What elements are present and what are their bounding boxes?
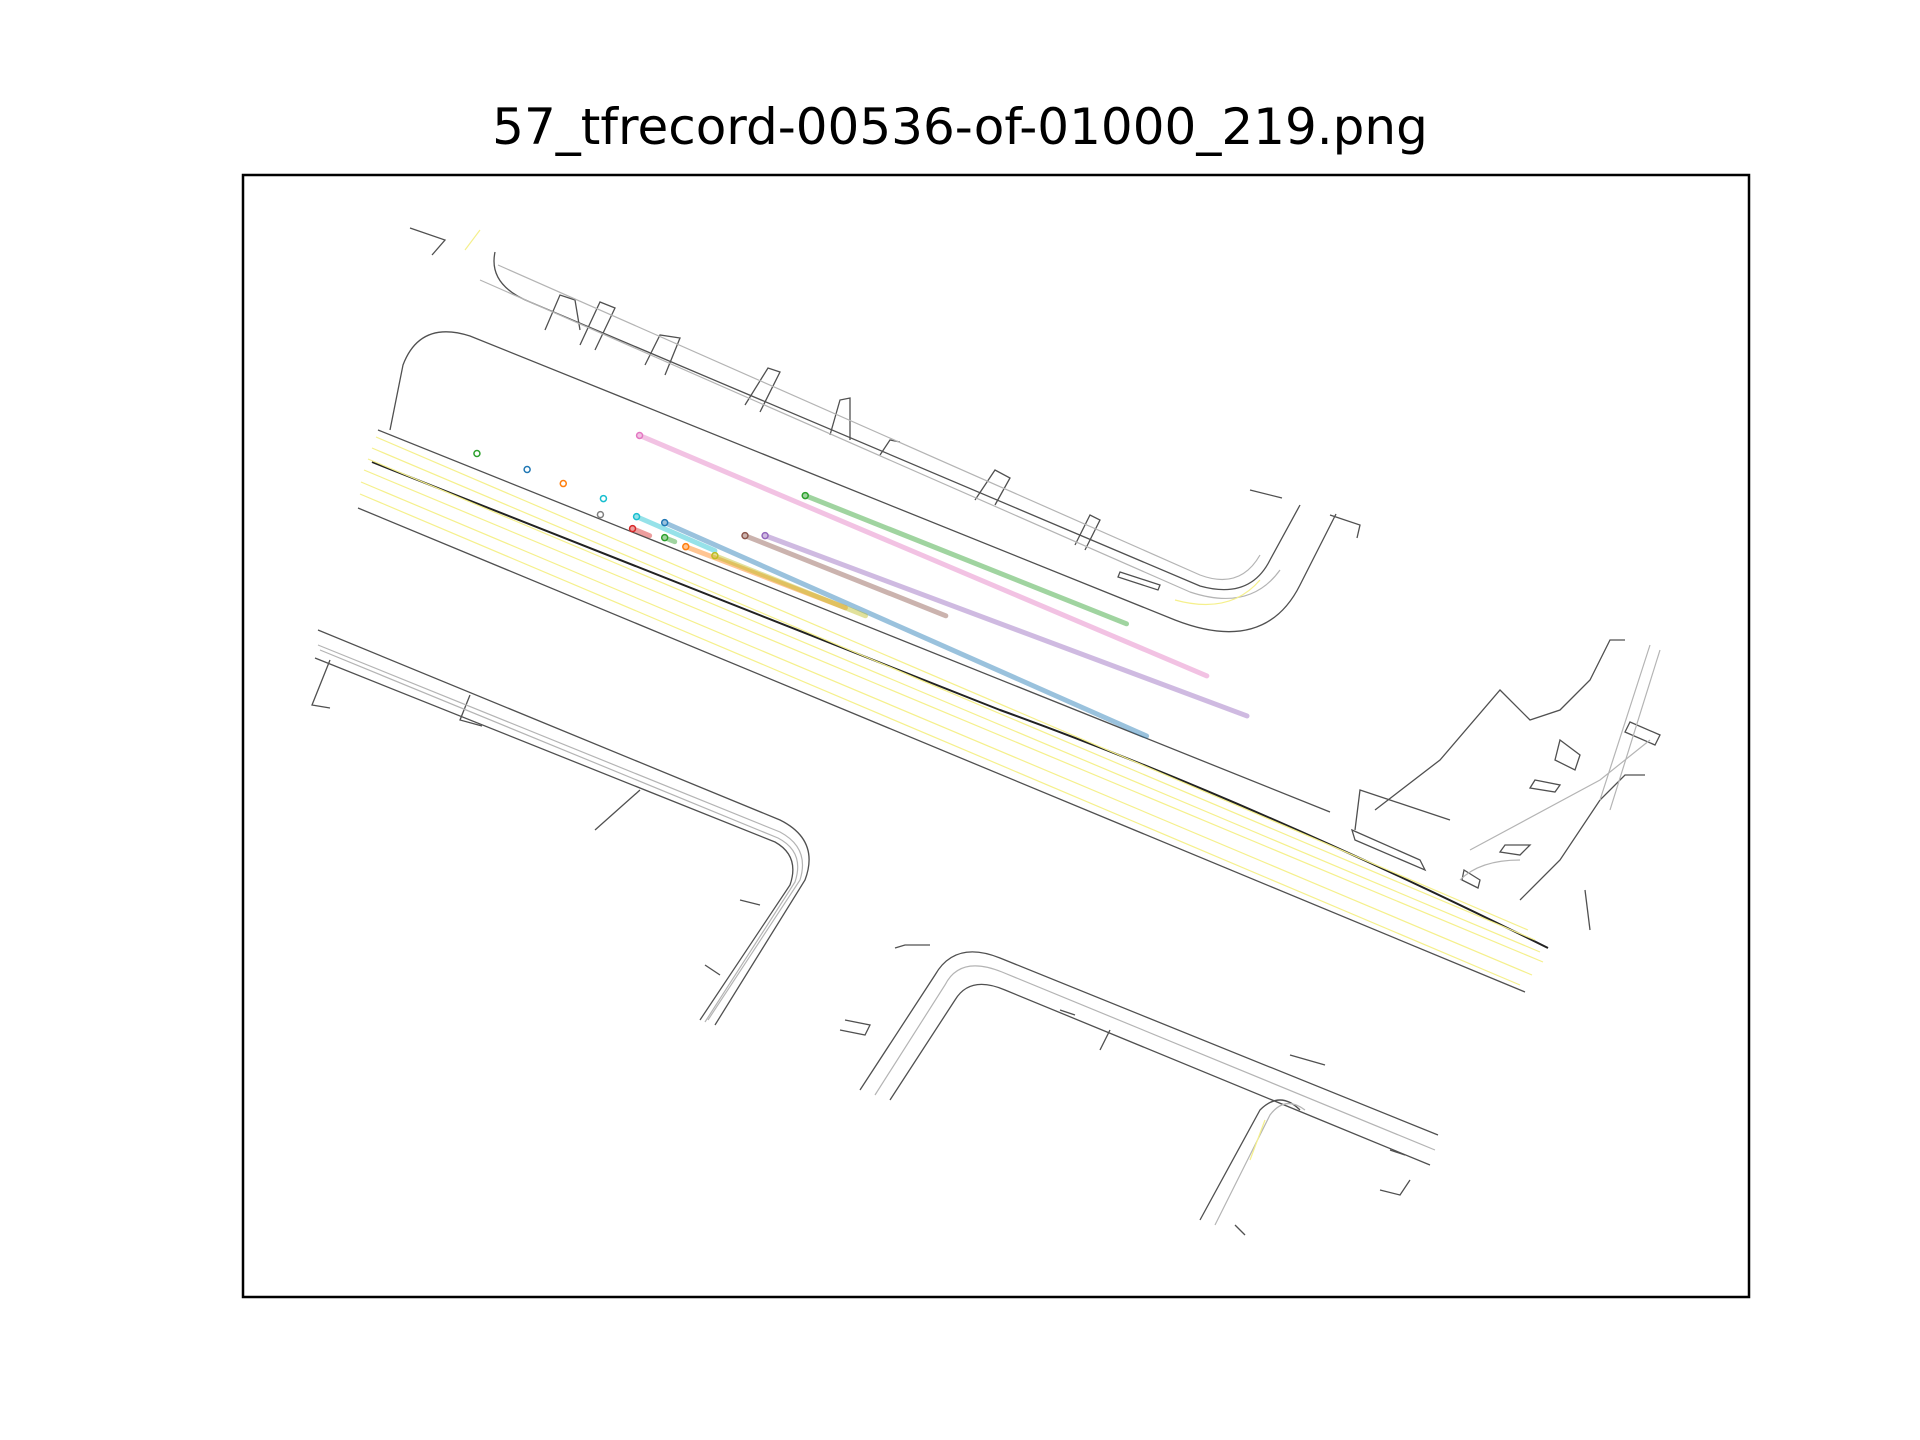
road-edge-line <box>859 951 1439 1136</box>
road-edge-line <box>1249 489 1283 499</box>
road-edge-line <box>311 659 331 709</box>
road-edge-line <box>1117 571 1161 591</box>
road-edge-line <box>1354 789 1451 831</box>
road-edge-line <box>894 944 930 949</box>
lane-center-line <box>1249 1119 1266 1161</box>
figure-title: 57_tfrecord-00536-of-01000_219.png <box>492 98 1428 156</box>
road-edge-line <box>594 789 641 831</box>
road-edge-line <box>1498 844 1532 856</box>
agent-point <box>559 479 568 488</box>
agent-point <box>473 449 481 458</box>
agent-trajectory <box>802 493 1130 627</box>
agent-point <box>523 465 531 474</box>
road-edge-line <box>704 964 721 976</box>
road-edge-line <box>1584 889 1591 931</box>
road-edge-line <box>1519 774 1645 901</box>
road-edge-line <box>1389 1149 1406 1156</box>
lane-center-line <box>874 965 1436 1151</box>
road-edge-line <box>839 1019 871 1036</box>
agent-point <box>741 531 749 540</box>
lane-center-line <box>1214 1103 1306 1226</box>
agent-trajectory <box>637 432 1210 679</box>
lane-center-line <box>371 447 1536 941</box>
road-edge-line <box>1528 779 1562 793</box>
agent-point <box>682 542 690 551</box>
lane-center-line <box>1609 649 1661 811</box>
agent-point <box>632 512 641 521</box>
lane-center-line <box>359 493 1521 986</box>
agent-trajectory <box>634 514 718 554</box>
road-edge-line <box>371 461 1549 949</box>
road-edge-line <box>1234 1224 1246 1236</box>
road-edge-line <box>744 367 781 413</box>
road-edge-line <box>314 657 794 1021</box>
road-edge-line <box>459 694 483 727</box>
lane-center-line <box>464 229 481 251</box>
agent-point <box>660 518 669 527</box>
agent-trajectory <box>712 553 868 619</box>
road-edge-line <box>1059 1009 1076 1016</box>
agent-point <box>596 510 605 519</box>
agent-trajectory <box>762 533 1250 719</box>
road-edge-line <box>879 439 901 456</box>
road-edge-line <box>1379 1179 1411 1196</box>
road-edge-line <box>974 469 1011 506</box>
road-edge-line <box>1199 1099 1301 1221</box>
road-edge-line <box>1289 1054 1326 1066</box>
road-edge-line <box>644 334 681 376</box>
lane-center-line <box>360 481 1533 976</box>
agent-point <box>628 524 637 533</box>
plot-frame <box>241 173 1751 1299</box>
agent-point <box>801 491 809 500</box>
agent-trajectory <box>662 520 1150 739</box>
road-edge-line <box>1350 828 1427 872</box>
agent-point <box>660 533 669 542</box>
road-edge-line <box>739 899 761 906</box>
road-edge-line <box>829 397 851 440</box>
lane-center-line <box>367 458 1541 953</box>
agent-point <box>599 494 608 503</box>
road-edge-line <box>1554 738 1581 771</box>
road-edge-line <box>1099 1029 1111 1051</box>
road-edge-line <box>493 251 1301 591</box>
lane-center-line <box>363 469 1544 963</box>
lane-center-line <box>317 644 804 1021</box>
road-edge-line <box>409 227 447 256</box>
road-edge-line <box>1329 514 1361 539</box>
lane-center-line <box>1174 579 1261 606</box>
agent-point <box>711 551 719 560</box>
road-edge-line <box>1461 868 1481 889</box>
agent-trajectories <box>473 431 1250 739</box>
road-edge-line <box>377 429 1331 813</box>
lane-center-line <box>319 649 799 1023</box>
road-edge-line <box>317 629 810 1026</box>
lane-center-line <box>375 436 1529 931</box>
lane-center-line <box>497 264 1261 581</box>
road-edge-line <box>579 301 616 351</box>
lane-center-line <box>479 279 1281 599</box>
agent-point <box>761 531 769 540</box>
agent-trajectory <box>662 535 678 545</box>
agent-trajectory <box>742 533 949 619</box>
agent-point <box>635 431 644 440</box>
lane-center-line <box>1459 859 1521 881</box>
road-edge-line <box>1624 721 1661 746</box>
road-edge-line <box>1074 514 1101 551</box>
road-edge-line <box>357 507 1526 993</box>
lane-center-line <box>1469 739 1651 851</box>
road-edge-line <box>389 331 1337 633</box>
lane-centers <box>317 229 1661 1226</box>
road-edge-line <box>1374 639 1625 811</box>
road-edge-line <box>889 983 1431 1166</box>
lane-center-line <box>1599 644 1651 801</box>
road-edge-line <box>544 294 581 331</box>
road-edges <box>311 227 1661 1236</box>
